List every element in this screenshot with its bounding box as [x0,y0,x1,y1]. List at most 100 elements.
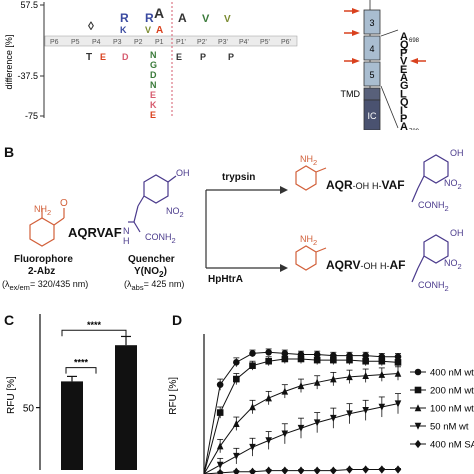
cleavage-arrows [344,8,426,64]
top-product-oh: OH [450,148,464,158]
top-product-nh2: NH2 [300,154,318,167]
panel-c-chart: 50 RFU [%] **** **** [6,314,137,470]
sequence-letter: Q [400,97,409,109]
abz-ring-bottom [295,245,327,271]
svg-text:P: P [200,52,206,62]
panel-c-letter: C [4,312,15,328]
tmd-label: TMD [341,89,361,99]
substrate-oh: OH [176,168,190,178]
data-point [394,353,402,361]
abz-ring-substrate [29,208,65,247]
series-2 [203,366,402,474]
y-axis-label: RFU [%] [168,377,179,415]
substrate-no2: NO2 [166,206,184,219]
svg-text:A: A [156,25,163,36]
abz-ring-top [295,165,327,191]
sequence-letter: I [400,105,403,117]
legend-marker [414,422,422,430]
top-product-right: H-VAF [372,178,405,192]
sequence-logo: ◊ T R K R V A A A V V N G D N E K E E P … [86,5,234,120]
position-label: P2' [197,39,207,46]
position-label: P3 [113,39,122,46]
sequence-end-number: 709 [409,129,420,130]
fluorophore-label: Fluorophore [14,254,73,265]
data-point [233,419,240,428]
svg-text:T: T [86,52,92,63]
data-point [313,356,321,364]
panel-d-chart: RFU [%] 400 nM wt 200 nM wt 100 nM wt 50 nM … [168,334,474,474]
position-label: P6 [50,39,59,46]
y-tick-top: 57.5 [20,0,38,10]
substrate-conh2: CONH2 [145,232,176,245]
series-0 [203,348,402,474]
tyr-ring-substrate [128,174,177,233]
top-product-left: AQR-OH [326,178,370,192]
position-label: P4' [239,39,249,46]
legend-marker [414,386,422,394]
legend-marker [414,439,422,449]
data-point [330,375,337,383]
data-point [394,465,402,474]
substrate-carbonyl-o: O [60,198,68,209]
data-point [330,466,337,474]
data-point [394,369,402,377]
y-axis-label: RFU [%] [6,376,17,414]
data-point [394,359,402,366]
data-point [216,442,224,450]
sequence-letter: G [400,80,409,92]
svg-text:D: D [150,70,157,80]
data-point [362,357,369,365]
data-point [362,407,369,415]
series-1 [203,354,402,474]
domain-4 [363,35,381,61]
sequence-letter: E [400,64,407,76]
data-point [281,350,289,357]
svg-text:D: D [122,52,129,62]
data-point [394,400,402,408]
data-point [346,410,353,418]
position-row [44,35,298,47]
series-3 [203,393,402,474]
sequence-letter: P [400,47,407,59]
svg-text:A: A [178,11,187,25]
legend-label: 100 nM wt [430,404,474,415]
position-label: P1 [155,39,164,46]
data-point [313,419,321,427]
bar [115,345,137,470]
bottom-product-right: H-AF [380,258,406,272]
significance-bracket-top [61,329,127,337]
sequence-letter: A [400,121,408,130]
domain-3 [363,9,381,35]
bottom-product-oh: OH [450,228,464,238]
quencher-label: Quencher [128,254,175,265]
svg-text:E: E [150,110,156,120]
sequence-start-number: 698 [409,38,420,44]
svg-text:R: R [145,11,154,25]
data-point [330,356,337,364]
data-point [330,414,337,422]
position-label: P5' [260,39,270,46]
position-label: P4 [92,39,101,46]
legend-marker [414,404,422,412]
domain-4-label: 4 [369,44,374,54]
bottom-product-nh2: NH2 [300,234,318,247]
data-point [249,362,256,369]
data-point [249,467,256,474]
data-point [346,356,353,364]
data-point [233,375,240,383]
svg-text:N: N [150,80,157,90]
data-point [265,466,272,474]
svg-text:V: V [224,14,231,25]
sequence-letter: A [400,31,408,43]
data-point [281,466,289,474]
fluorophore-name: 2-Abz [28,266,56,277]
data-point [249,443,256,451]
svg-text:V: V [145,25,151,35]
data-point [378,370,386,378]
data-point [297,355,305,363]
substrate-nh2: NH2 [34,204,52,217]
domain-5 [363,61,381,87]
svg-text:R: R [120,11,129,25]
domain-5-label: 5 [369,70,374,80]
data-point [297,466,305,474]
